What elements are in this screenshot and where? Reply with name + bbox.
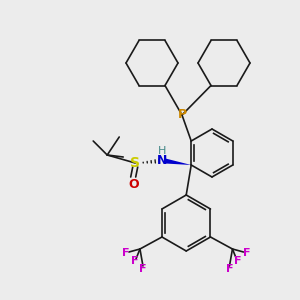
- Text: N: N: [157, 154, 167, 166]
- Text: F: F: [226, 264, 233, 274]
- Text: F: F: [122, 248, 130, 258]
- Text: H: H: [158, 146, 166, 156]
- Text: S: S: [130, 156, 140, 170]
- Text: O: O: [128, 178, 139, 191]
- Text: F: F: [139, 264, 147, 274]
- Text: F: F: [234, 256, 241, 266]
- Polygon shape: [165, 158, 191, 165]
- Text: F: F: [243, 248, 250, 258]
- Text: P: P: [177, 109, 187, 122]
- Text: F: F: [131, 256, 139, 266]
